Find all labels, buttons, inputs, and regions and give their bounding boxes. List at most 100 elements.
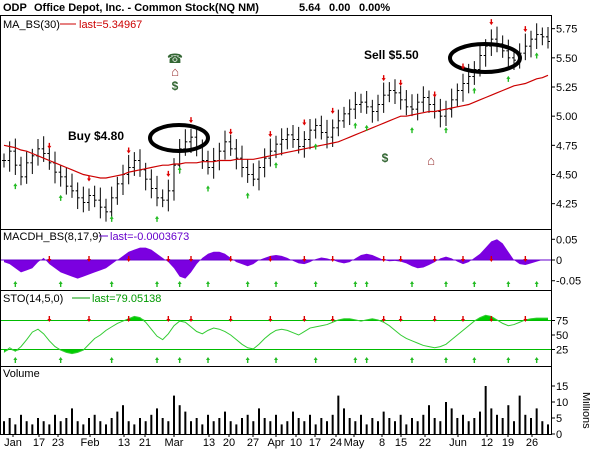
macd-axis-tick-label: 0 — [556, 255, 562, 267]
macd-sell-arrow — [461, 256, 465, 262]
price-buy-arrow — [13, 183, 18, 190]
sto-sell-arrow — [302, 316, 307, 322]
price-axis-tick-label: 4.75 — [556, 140, 577, 152]
macd-buy-arrow — [274, 281, 278, 287]
sto-buy-arrow — [472, 357, 477, 363]
sto-sell-arrow — [189, 316, 193, 322]
macd-sell-arrow — [330, 256, 335, 262]
price-axis-tick-label: 5.00 — [556, 111, 577, 123]
macd-sell-arrow — [189, 256, 193, 262]
price-sell-arrow — [489, 19, 494, 26]
price-axis-tick-label: 4.25 — [556, 199, 577, 211]
x-axis-tick-label: 23 — [52, 437, 64, 449]
price-buy-arrow — [58, 194, 63, 201]
macd-buy-arrow — [444, 281, 448, 287]
macd-sell-arrow — [228, 256, 233, 262]
signal-arrows — [13, 19, 539, 363]
price-buy-arrow — [155, 215, 159, 222]
house-icon: ⌂ — [427, 153, 435, 168]
sto-overbought-fill — [4, 315, 548, 321]
house-icon: ⌂ — [171, 64, 179, 79]
ma-legend-name: MA_BS(30) — [3, 19, 60, 31]
x-axis-tick-label: 8 — [379, 437, 385, 449]
volume-unit-label: Millions — [580, 392, 590, 429]
macd-legend-last: last=-0.0003673 — [110, 231, 189, 243]
sto-legend-last: last=79.05138 — [92, 293, 161, 305]
price-sell-arrow — [189, 117, 193, 124]
price-buy-arrow — [444, 127, 448, 134]
price-sell-arrow — [381, 75, 386, 82]
price-buy-arrow — [364, 124, 369, 131]
header-change: 0.00 — [329, 2, 350, 14]
sto-buy-arrow — [177, 357, 182, 363]
sto-sell-arrow — [398, 316, 403, 322]
ma-legend-last: last=5.34967 — [79, 19, 142, 31]
price-sell-arrow — [87, 175, 92, 182]
x-axis-tick-label: Mar — [165, 437, 184, 449]
sto-buy-arrow — [534, 357, 539, 363]
volume-axis-tick-label: 0 — [556, 429, 562, 441]
price-buy-arrow — [177, 166, 182, 173]
price-buy-arrow — [472, 87, 477, 94]
volume-axis-tick-label: 15 — [556, 381, 568, 393]
price-axis-tick-label: 5.50 — [556, 53, 577, 65]
axis-ticks: 5.75 5.50 5.25 5.00 4.75 4.50 4.25 0.05 0 -0.05 75… — [4, 24, 581, 449]
price-buy-arrow — [245, 192, 250, 199]
macd-sell-arrow — [523, 256, 528, 262]
macd-buy-arrow — [364, 281, 369, 287]
price-sell-arrow — [228, 128, 233, 135]
macd-buy-arrow — [313, 281, 318, 287]
x-axis-tick-label: 20 — [223, 437, 235, 449]
sto-sell-arrow — [432, 316, 437, 322]
sto-panel-frame — [0, 290, 552, 367]
macd-buy-arrow — [206, 281, 210, 287]
sto-sell-arrow — [461, 316, 465, 322]
price-sell-arrow — [461, 63, 465, 70]
volume-label: Volume — [3, 368, 40, 380]
header-symbol: ODP — [3, 2, 27, 14]
x-axis-tick-label: 13 — [203, 437, 215, 449]
macd-buy-arrow — [155, 281, 159, 287]
price-buy-arrow — [353, 122, 358, 129]
macd-histogram — [1, 239, 551, 279]
macd-buy-arrow — [13, 281, 18, 287]
sto-buy-arrow — [206, 357, 210, 363]
macd-buy-arrow — [472, 281, 477, 287]
price-buy-arrow — [109, 215, 114, 222]
sto-line — [3, 314, 548, 355]
macd-buy-arrow — [109, 281, 114, 287]
price-buy-arrow — [274, 162, 278, 169]
sto-buy-arrow — [245, 357, 250, 363]
price-axis-tick-label: 4.50 — [556, 170, 577, 182]
price-sell-arrow — [126, 147, 131, 154]
macd-buy-arrow — [353, 281, 358, 287]
price-sell-arrow — [432, 91, 437, 98]
x-axis-tick-label: 19 — [502, 437, 514, 449]
sto-sell-arrow — [47, 316, 52, 322]
x-axis-tick-label: 17 — [33, 437, 45, 449]
x-axis-tick-label: 12 — [481, 437, 493, 449]
header-company: Office Depot, Inc. - Common Stock(NQ NM) — [34, 2, 259, 14]
macd-buy-arrow — [506, 281, 511, 287]
macd-sell-arrow — [47, 256, 52, 262]
macd-axis-tick-label: 0.05 — [556, 234, 577, 246]
sto-axis-tick-label: 75 — [556, 316, 568, 328]
x-axis-tick-label: 21 — [139, 437, 151, 449]
price-buy-arrow — [534, 52, 539, 59]
x-axis-tick-label: Jun — [449, 437, 467, 449]
macd-buy-arrow — [534, 281, 539, 287]
macd-legend-name: MACDH_BS(8,17,9) — [3, 231, 102, 243]
stochastic — [1, 314, 551, 355]
sto-buy-arrow — [109, 357, 114, 363]
sto-sell-arrow — [489, 316, 494, 322]
price-sell-arrow — [47, 142, 52, 149]
buy-annotation: Buy $4.80 — [68, 129, 124, 143]
x-axis-tick-label: 27 — [247, 437, 259, 449]
sto-buy-arrow — [364, 357, 369, 363]
sto-buy-arrow — [506, 357, 511, 363]
sto-buy-arrow — [274, 357, 278, 363]
sto-sell-arrow — [87, 316, 92, 322]
sto-axis-tick-label: 25 — [556, 345, 568, 357]
sto-sell-arrow — [523, 316, 528, 322]
